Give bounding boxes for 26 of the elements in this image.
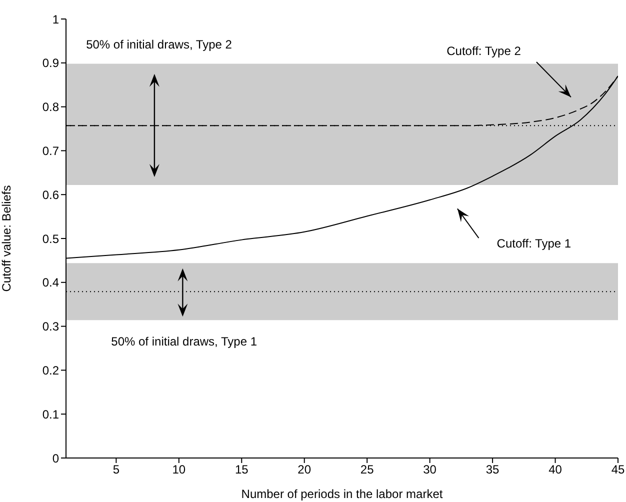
y-tick-label: 0.6 (42, 188, 60, 202)
y-tick-label: 0.1 (42, 407, 60, 422)
y-tick-label: 0.3 (42, 320, 60, 334)
annotation: Cutoff: Type 2 (446, 44, 522, 58)
y-tick-label: 0.8 (42, 100, 60, 114)
x-tick-label: 5 (112, 462, 120, 477)
y-axis-title: Cutoff value: Beliefs (0, 185, 14, 292)
x-tick-label: 20 (298, 462, 312, 477)
x-tick-label: 15 (234, 462, 249, 477)
x-tick-label: 40 (548, 462, 562, 477)
y-tick-label: 0 (52, 451, 60, 466)
x-tick-label: 10 (172, 462, 186, 477)
x-tick-label: 45 (611, 462, 625, 477)
x-axis-title: Number of periods in the labor market (241, 487, 444, 501)
annotation: 50% of initial draws, Type 2 (86, 38, 232, 52)
annotation: Cutoff: Type 1 (496, 236, 572, 250)
y-tick-label: 0.4 (42, 276, 60, 290)
y-tick-label: 1 (52, 12, 60, 26)
y-tick-label: 0.5 (42, 232, 60, 246)
y-tick-label: 0.9 (42, 56, 60, 70)
x-tick-label: 35 (486, 462, 500, 477)
x-tick-label: 25 (360, 462, 374, 477)
annotation: 50% of initial draws, Type 1 (111, 334, 258, 348)
x-tick-label: 30 (423, 462, 437, 477)
y-tick-label: 0.2 (42, 363, 60, 378)
y-tick-label: 0.7 (42, 144, 60, 158)
